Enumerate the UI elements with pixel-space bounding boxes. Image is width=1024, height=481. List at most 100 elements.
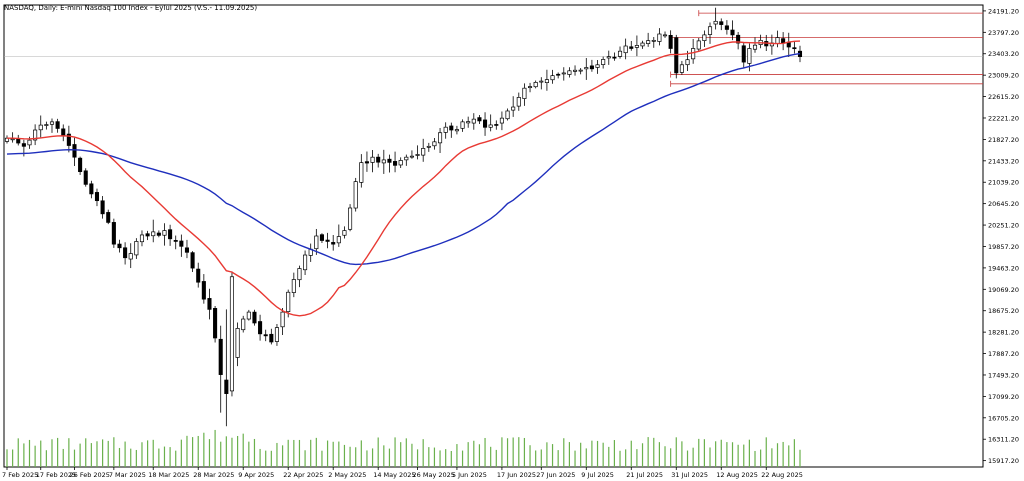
candle-bear	[179, 240, 184, 247]
candle-bear	[258, 321, 263, 335]
candle-bull	[432, 141, 437, 147]
x-tick-label: 17 Feb 2025	[36, 471, 76, 479]
x-tick-label: 27 Jun 2025	[536, 471, 575, 479]
y-tick-label: 17493.20	[988, 371, 1019, 379]
candle-bull	[353, 181, 358, 209]
candle-bull	[297, 268, 302, 281]
x-tick-label: 7 Feb 2025	[2, 471, 38, 479]
candle-bear	[781, 38, 786, 44]
y-tick-label: 23009.20	[988, 72, 1019, 80]
candle-bear	[736, 34, 741, 44]
candle-bear	[201, 281, 206, 300]
candle-bear	[184, 247, 190, 253]
y-tick-label: 16311.20	[988, 436, 1019, 444]
x-tick-label: 7 Mar 2025	[109, 471, 146, 479]
candle-bear	[331, 242, 336, 245]
y-tick-label: 15917.20	[988, 457, 1019, 465]
candle-bull	[499, 117, 504, 124]
candle-bull	[646, 40, 651, 44]
candle-bear	[190, 252, 195, 269]
x-tick-label: 22 Apr 2025	[283, 471, 323, 479]
candle-bull	[679, 64, 684, 73]
x-tick-label: 5 Jun 2025	[452, 471, 487, 479]
y-tick-label: 22615.20	[988, 93, 1019, 101]
candle-bear	[589, 65, 594, 70]
candle-bear	[83, 170, 88, 185]
candle-bear	[724, 25, 729, 30]
x-tick-label: 21 Jul 2025	[626, 471, 663, 479]
candle-bear	[252, 311, 257, 324]
candle-bull	[241, 318, 246, 331]
candle-bear	[66, 133, 71, 146]
candle-bear	[89, 183, 94, 195]
moving-average-blue	[6, 52, 801, 266]
candle-bear	[612, 56, 617, 59]
candle-bear	[145, 233, 150, 237]
candle-bear	[213, 308, 218, 339]
candle-bear	[218, 338, 223, 375]
candle-bull	[488, 124, 493, 128]
plot-frame	[3, 4, 984, 468]
candle-bear	[387, 158, 392, 163]
candle-bull	[443, 126, 448, 133]
y-tick-label: 18281.20	[988, 329, 1019, 337]
y-tick-label: 16705.20	[988, 414, 1019, 422]
candle-bull	[572, 69, 578, 72]
x-tick-label: 9 Apr 2025	[238, 471, 274, 479]
candle-bull	[516, 97, 521, 107]
candle-bull	[246, 311, 251, 320]
y-tick-label: 21827.20	[988, 136, 1019, 144]
candle-bull	[409, 155, 414, 158]
candle-bull	[38, 124, 43, 131]
x-tick-label: 14 May 2025	[373, 471, 415, 479]
candle-bear	[168, 229, 173, 240]
candle-bear	[483, 119, 488, 128]
candle-bull	[235, 328, 240, 358]
y-tick-label: 19463.20	[988, 264, 1019, 272]
candle-bear	[269, 333, 274, 343]
candle-bear	[224, 379, 229, 394]
candle-bull	[657, 33, 662, 42]
candle-bull	[134, 241, 139, 256]
x-tick-label: 17 Jun 2025	[497, 471, 536, 479]
candle-bear	[668, 35, 673, 49]
candle-bear	[16, 138, 21, 144]
candle-bull	[617, 50, 623, 57]
candle-bull	[702, 34, 707, 41]
candle-bull	[274, 327, 279, 342]
y-tick-label: 20645.20	[988, 200, 1019, 208]
x-tick-label: 31 Jul 2025	[671, 471, 708, 479]
candle-bull	[359, 162, 364, 183]
candle-bull	[775, 37, 780, 44]
candle-bull	[752, 44, 758, 50]
candle-bear	[393, 161, 398, 166]
candle-bull	[10, 138, 15, 141]
candle-bull	[685, 59, 690, 66]
x-tick-label: 26 Feb 2025	[69, 471, 109, 479]
candle-bull	[634, 45, 639, 48]
candle-bull	[151, 231, 156, 237]
candle-bull	[533, 82, 538, 88]
candle-bull	[314, 235, 319, 250]
candle-bull	[539, 80, 544, 83]
x-tick-label: 9 Jul 2025	[581, 471, 614, 479]
candle-bear	[173, 240, 178, 242]
candle-bull	[404, 156, 409, 161]
candle-bull	[522, 87, 527, 99]
candle-bear	[100, 200, 105, 215]
candle-bear	[319, 234, 324, 241]
y-tick-label: 19857.20	[988, 243, 1019, 251]
y-tick-label: 24191.20	[988, 7, 1019, 15]
candle-bear	[792, 47, 797, 50]
candle-bull	[662, 34, 668, 37]
chart-title: NASDAQ, Daily: E-mini Nasdaq 100 Index -…	[4, 4, 257, 12]
candle-bear	[494, 124, 499, 126]
candle-bull	[139, 234, 145, 243]
candle-bull	[606, 56, 611, 59]
candle-bull	[128, 253, 133, 260]
candle-bull	[584, 67, 589, 70]
candle-bull	[713, 20, 718, 25]
y-tick-label: 20251.20	[988, 222, 1019, 230]
candle-bear	[106, 212, 111, 223]
